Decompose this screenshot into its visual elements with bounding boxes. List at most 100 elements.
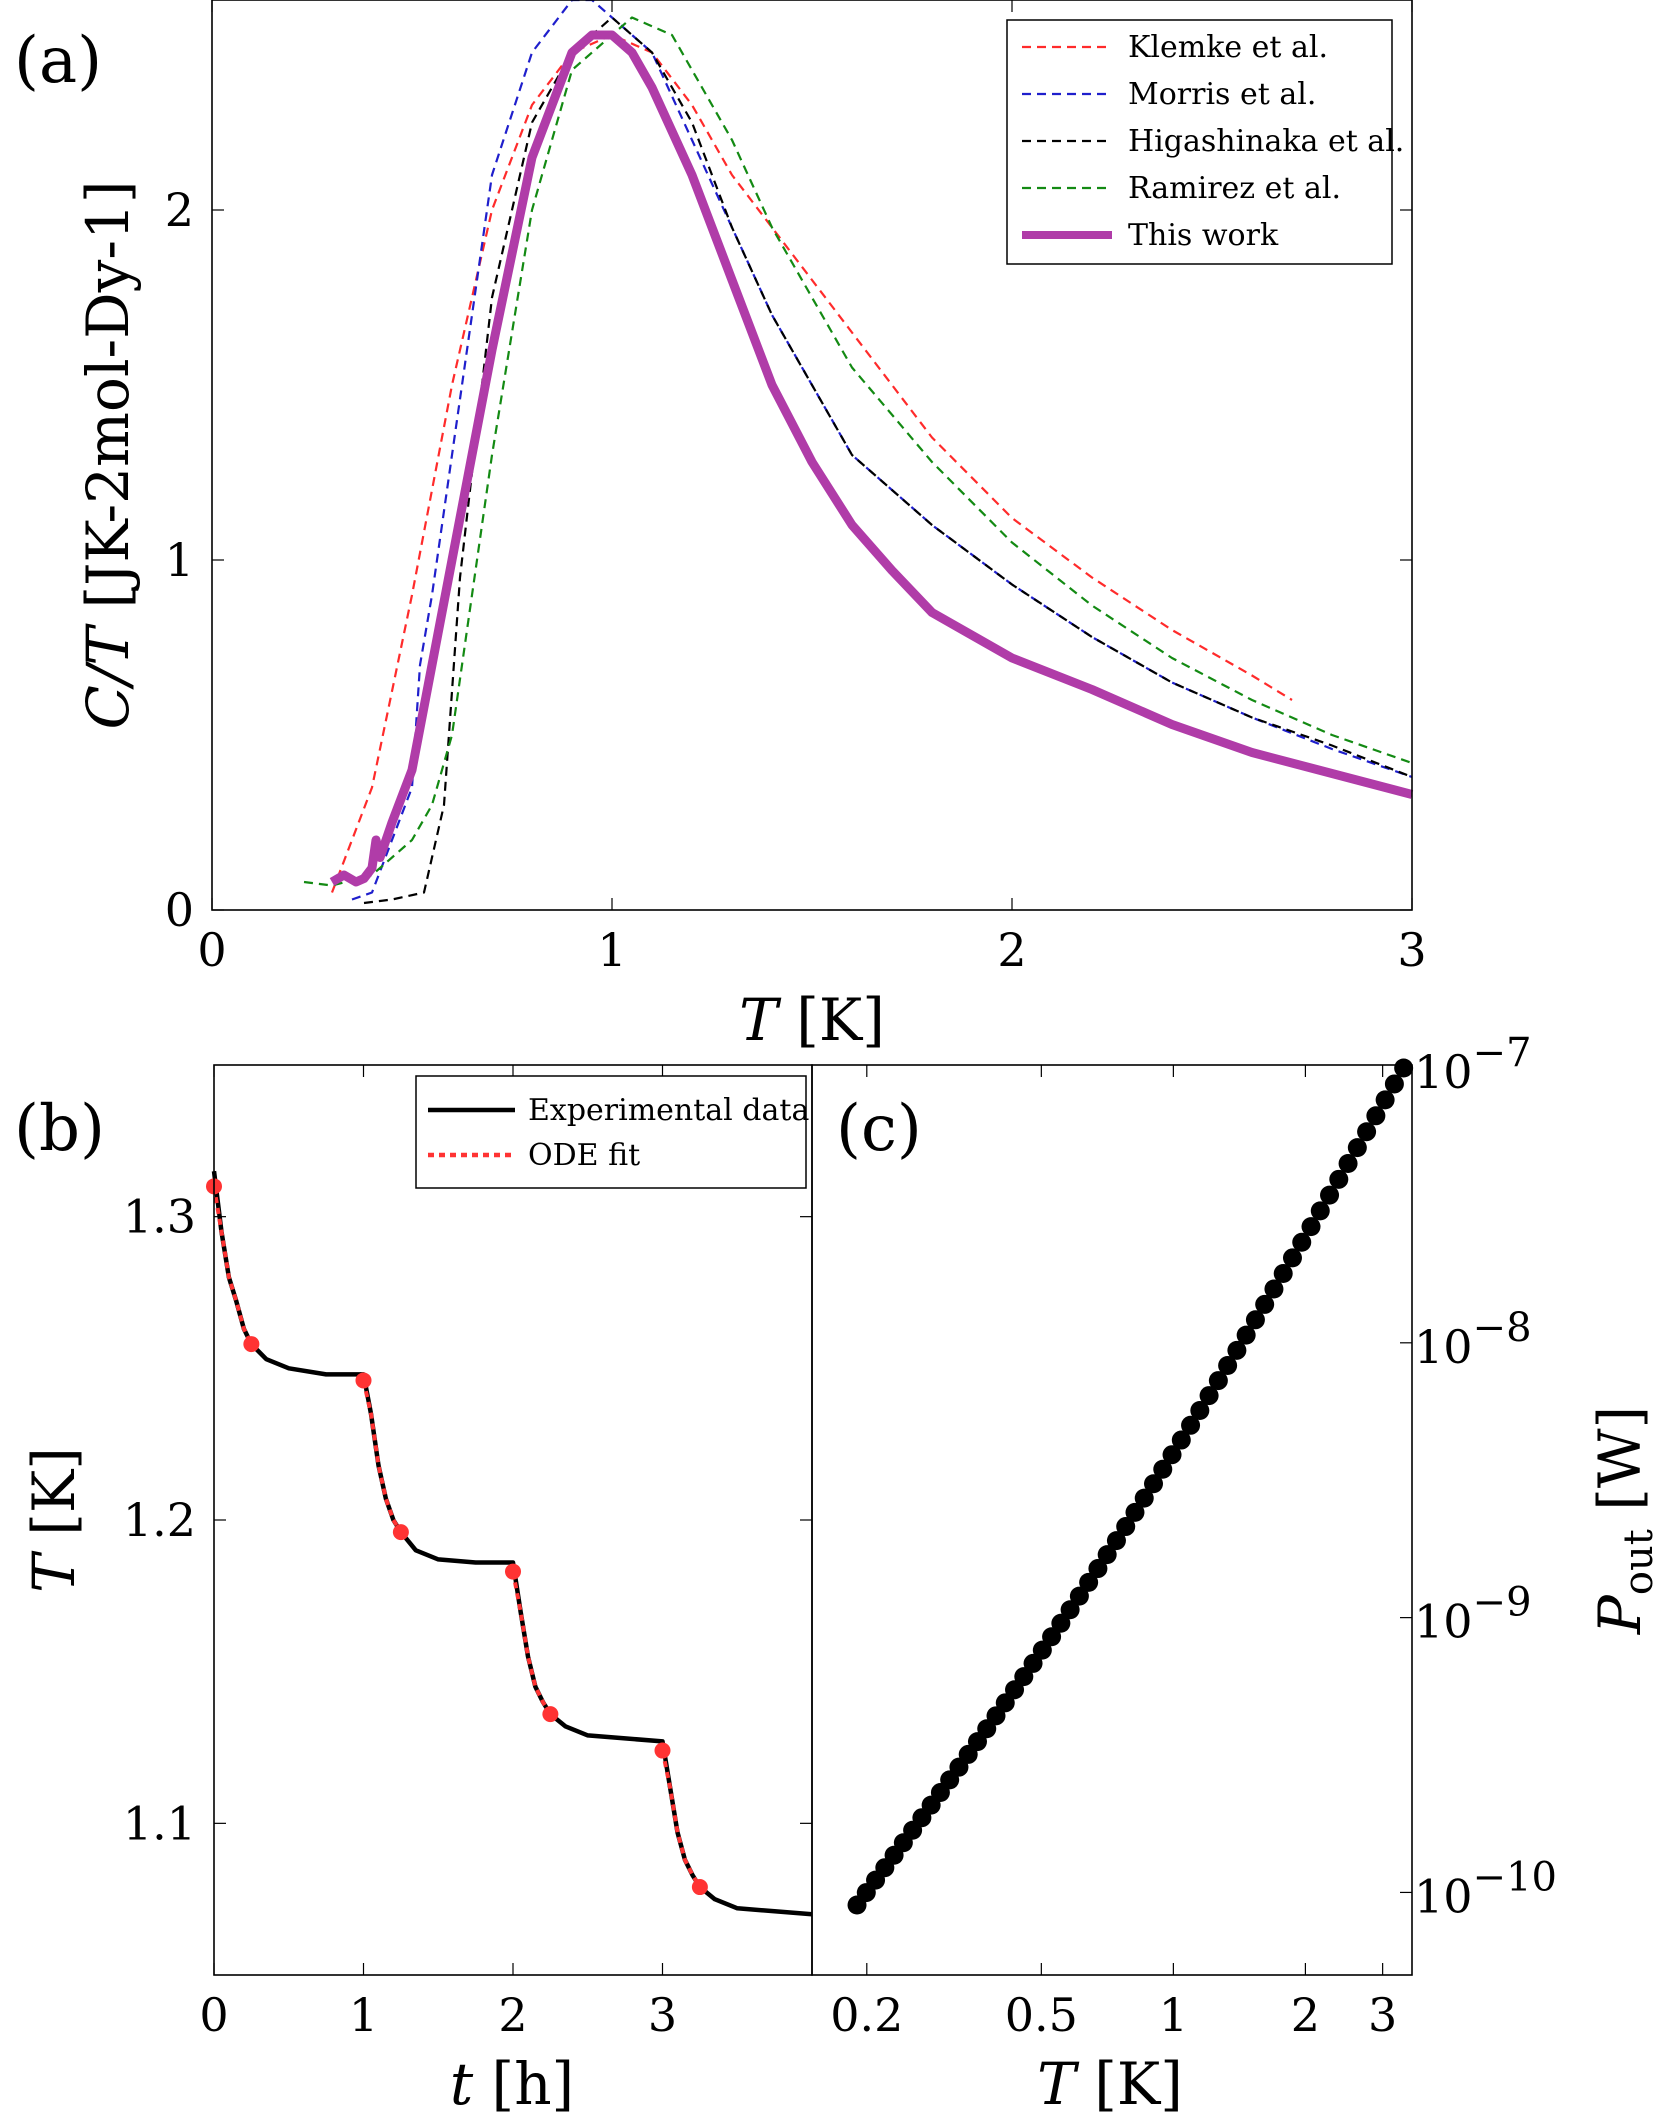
fit-marker xyxy=(505,1563,521,1580)
data-point xyxy=(1338,1153,1358,1173)
panel-a-y-axis-label: C/T [JK-2mol-Dy-1] xyxy=(74,181,142,730)
data-point xyxy=(1060,1600,1080,1620)
data-point xyxy=(1106,1531,1126,1551)
x-tick-label: 3 xyxy=(1397,923,1426,977)
fit-marker xyxy=(392,1524,409,1541)
y-tick-label: 10−9 xyxy=(1414,1580,1532,1649)
data-point xyxy=(1032,1640,1052,1660)
y-tick-label: 1.3 xyxy=(123,1190,196,1244)
y-tick-label: 0 xyxy=(165,883,194,937)
data-point xyxy=(1320,1185,1340,1205)
data-point xyxy=(1190,1400,1210,1420)
x-tick-label: 2 xyxy=(1291,1988,1320,2042)
series-ode-fit xyxy=(361,1380,403,1534)
data-point xyxy=(1310,1201,1330,1221)
data-point xyxy=(1292,1232,1312,1252)
data-point xyxy=(1357,1122,1377,1142)
data-point xyxy=(1199,1386,1219,1406)
data-point xyxy=(1144,1474,1164,1494)
series-higashinaka-et-al xyxy=(363,16,1413,905)
data-point xyxy=(1079,1572,1099,1592)
data-point xyxy=(1273,1263,1293,1283)
panel-c-x-axis-label: T [K] xyxy=(1037,2050,1183,2118)
data-point xyxy=(1218,1356,1238,1376)
series-ode-fit xyxy=(212,1185,254,1345)
data-point xyxy=(1255,1294,1275,1314)
panel-b-x-axis-label: t [h] xyxy=(450,2050,574,2118)
panel-a-label: (a) xyxy=(14,24,102,98)
data-point xyxy=(1245,1310,1265,1330)
data-point xyxy=(1384,1074,1404,1094)
fit-marker xyxy=(355,1372,372,1389)
data-point xyxy=(1208,1371,1228,1391)
panel-c-power-chart: (c) 0.2 0.5 1 2 3 10−7 10−8 10−9 10−10 T [K] Pou… xyxy=(811,1030,1662,2118)
x-tick-label: 1 xyxy=(1159,1988,1188,2042)
panel-a-ticks: 0 1 2 3 0 1 2 xyxy=(165,0,1427,977)
data-point xyxy=(1088,1559,1108,1579)
series-klemke-et-al xyxy=(330,33,1293,893)
x-tick-label: 0.5 xyxy=(1005,1988,1078,2042)
x-tick-label: 3 xyxy=(648,1988,677,2042)
y-tick-label: 10−7 xyxy=(1414,1030,1532,1099)
y-tick-label: 10−8 xyxy=(1414,1305,1532,1374)
data-point xyxy=(1181,1415,1201,1435)
data-point xyxy=(1097,1545,1117,1565)
data-point xyxy=(1134,1488,1154,1508)
legend-label-ode-fit: ODE fit xyxy=(528,1138,640,1173)
data-point xyxy=(1282,1248,1302,1268)
data-point xyxy=(1227,1340,1247,1360)
series-experimental-data xyxy=(211,1170,813,1917)
data-point xyxy=(1347,1138,1367,1158)
data-point xyxy=(1005,1680,1025,1700)
panel-a-axes-frame xyxy=(211,0,1413,911)
panel-a-series-group xyxy=(303,0,1414,905)
fit-marker xyxy=(691,1879,708,1896)
panel-b-axes-frame xyxy=(213,1064,813,1976)
x-tick-label: 0.2 xyxy=(830,1988,903,2042)
data-point xyxy=(1125,1502,1145,1522)
y-tick-label: 1.1 xyxy=(123,1796,196,1850)
data-point xyxy=(1236,1325,1256,1345)
data-point xyxy=(1171,1430,1191,1450)
legend-label-ramirez-et-al: Ramirez et al. xyxy=(1128,171,1341,206)
panel-b-label: (b) xyxy=(14,1092,105,1166)
data-point xyxy=(1301,1217,1321,1237)
panel-c-axes-frame xyxy=(811,1064,1413,1976)
panel-a-x-axis-label: T [K] xyxy=(739,986,885,1054)
data-point xyxy=(1366,1106,1386,1126)
data-point xyxy=(1329,1169,1349,1189)
fit-marker xyxy=(243,1336,260,1353)
x-tick-label: 0 xyxy=(199,1988,228,2042)
panel-b-legend: Experimental data ODE fit xyxy=(415,1075,809,1189)
legend-label-morris-et-al: Morris et al. xyxy=(1128,77,1316,112)
legend-label-higashinaka-et-al: Higashinaka et al. xyxy=(1128,124,1404,159)
legend-label-experimental-data: Experimental data xyxy=(528,1093,809,1128)
x-tick-label: 2 xyxy=(498,1988,527,2042)
panel-a-legend: Klemke et al. Morris et al. Higashinaka et… xyxy=(1006,19,1404,265)
panel-b-y-axis-label: T [K] xyxy=(20,1447,88,1593)
data-point xyxy=(1153,1459,1173,1479)
x-tick-label: 2 xyxy=(997,923,1026,977)
data-point xyxy=(1264,1279,1284,1299)
panel-b-series-group xyxy=(206,1170,813,1917)
data-point xyxy=(1375,1090,1395,1110)
legend-label-this-work: This work xyxy=(1128,218,1279,253)
data-point xyxy=(1014,1667,1034,1687)
y-tick-label: 10−10 xyxy=(1414,1854,1557,1923)
panel-c-series-group xyxy=(847,1058,1414,1915)
legend-label-klemke-et-al: Klemke et al. xyxy=(1128,30,1328,65)
panel-b-ticks: 0 1 2 3 1.1 1.2 1.3 xyxy=(123,1065,812,2042)
data-point xyxy=(1116,1517,1136,1537)
x-tick-label: 1 xyxy=(597,923,626,977)
data-point xyxy=(1051,1613,1071,1633)
panel-b-temperature-time-chart: (b) 0 1 2 3 1.1 1.2 1.3 t [h] T [K] Experiment… xyxy=(14,1064,813,2118)
panel-c-y-axis-label: Pout [W] xyxy=(1586,1406,1662,1635)
x-tick-label: 1 xyxy=(349,1988,378,2042)
y-tick-label: 1.2 xyxy=(123,1493,196,1547)
data-point xyxy=(1069,1586,1089,1606)
panel-c-label: (c) xyxy=(836,1092,922,1166)
panel-c-ticks: 0.2 0.5 1 2 3 10−7 10−8 10−9 10−10 xyxy=(830,1030,1557,2042)
fit-marker xyxy=(654,1742,671,1759)
x-tick-label: 3 xyxy=(1368,1988,1397,2042)
